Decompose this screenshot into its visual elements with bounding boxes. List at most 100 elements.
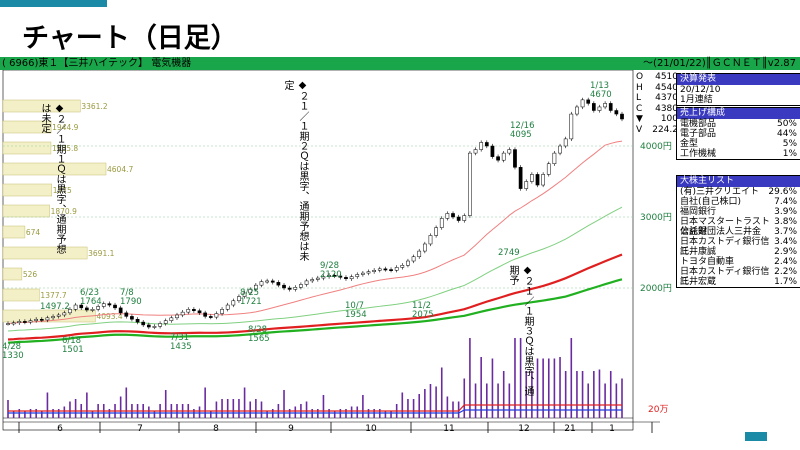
candle-body	[39, 318, 44, 321]
candle-body	[259, 281, 264, 286]
candle-layer	[6, 97, 624, 330]
candle-body	[6, 323, 10, 325]
candle-body	[321, 276, 326, 279]
ohlc-high: H 4540	[636, 82, 678, 93]
candle-body	[107, 303, 112, 306]
candle-body	[90, 309, 95, 311]
candle-body	[361, 272, 365, 275]
candle-body	[237, 296, 241, 302]
candle-body	[451, 213, 455, 218]
candle-body	[68, 309, 72, 314]
month-label: 7	[137, 424, 143, 434]
candle-body	[383, 268, 388, 271]
holder-row: 日本カストディ銀行信託 2.2%	[680, 267, 797, 287]
sales-row: 電機部品 50%	[680, 119, 797, 129]
candle-body	[591, 103, 596, 111]
slide-title: チャート（日足）	[22, 23, 238, 54]
ohlc-close: C 4380	[636, 103, 678, 114]
candle-body	[546, 163, 551, 175]
candle-body	[180, 311, 185, 316]
candle-body	[175, 314, 179, 319]
sales-row: 電子部品 44%	[680, 129, 797, 139]
candle-body	[220, 309, 224, 314]
earnings-date: 20/12/10	[680, 85, 721, 95]
candle-body	[73, 304, 78, 310]
sales-row: 金型 5%	[680, 139, 797, 149]
volume-profile-bar	[2, 99, 81, 113]
sales-row: 工作機械 1%	[680, 149, 797, 159]
holder-row: トヨタ自動車 2.4%	[680, 257, 797, 267]
candle-body	[287, 287, 292, 290]
candle-body	[389, 269, 393, 271]
volume-tick-label: 20万	[648, 405, 668, 415]
price-label-value: 1764	[80, 297, 102, 307]
candle-body	[428, 235, 433, 245]
candle-body	[501, 152, 506, 161]
candle-body	[394, 267, 399, 271]
price-label-value: 1497.2	[40, 302, 70, 312]
candle-body	[406, 260, 410, 266]
holder-row: 三井宏蔵 1.7%	[680, 277, 797, 287]
candle-body	[101, 303, 106, 307]
candle-body	[468, 152, 472, 216]
candle-body	[130, 316, 134, 320]
y-tick-label: 2000円	[640, 283, 672, 294]
candle-body	[597, 106, 602, 111]
candle-body	[293, 287, 298, 290]
candle-body	[484, 142, 489, 147]
price-label-value: 2120	[320, 270, 342, 280]
price-label-value: 1790	[120, 297, 142, 307]
candle-body	[327, 274, 331, 277]
volume-profile-label: 1377.7	[40, 291, 66, 300]
month-label: 9	[288, 424, 294, 434]
month-label: 6	[57, 424, 63, 434]
candle-body	[276, 282, 281, 286]
volume-profile-bar	[2, 225, 26, 239]
volume-profile-bar	[2, 246, 88, 260]
sales-header: 売上げ構成	[677, 108, 800, 119]
volume-profile-label: 3691.1	[88, 249, 114, 258]
price-label-date: 8/28	[248, 325, 267, 335]
candle-body	[620, 113, 624, 120]
moving-average-layer	[7, 140, 623, 344]
volume-profile-bar	[2, 141, 52, 155]
candle-body	[541, 174, 545, 186]
candle-body	[34, 318, 39, 321]
candle-body	[96, 306, 100, 310]
candle-body	[56, 314, 61, 317]
candle-body	[524, 181, 529, 189]
candle-body	[135, 318, 140, 323]
candle-body	[214, 313, 219, 318]
annotation-q2: ◆２１／１期２Ｑは黒字、通期予想は未定	[282, 80, 308, 261]
volume-profile-label: 1975	[53, 186, 72, 195]
price-label-value: 4670	[590, 90, 612, 100]
candle-body	[445, 213, 450, 219]
volume-profile-label: 674	[26, 228, 41, 237]
price-label-date: 8/25	[240, 288, 259, 298]
top-accent-bar	[0, 0, 107, 7]
price-label-date: 7/8	[120, 288, 134, 298]
candle-body	[169, 317, 174, 321]
month-label: 12	[518, 424, 529, 434]
holder-row: 日本カストディ銀行信託 3.4%	[680, 237, 797, 257]
candle-body	[51, 316, 55, 319]
candle-body	[530, 174, 534, 182]
candle-body	[586, 99, 591, 104]
candle-body	[270, 280, 275, 283]
chart-header-bar: ( 6966)東１【三井ハイテック】 電気機器 〜(21/01/22)║ＧＣＮＥ…	[0, 57, 800, 70]
candle-body	[85, 307, 89, 311]
candle-body	[28, 320, 33, 323]
candle-body	[355, 274, 360, 277]
candle-body	[299, 284, 303, 288]
candle-body	[535, 174, 540, 186]
month-label: 8	[213, 424, 219, 434]
ma-longest-line	[7, 278, 623, 344]
candle-body	[197, 310, 202, 314]
candle-body	[411, 256, 416, 262]
candle-body	[124, 312, 129, 317]
candle-body	[146, 324, 151, 328]
candle-body	[400, 265, 405, 268]
candle-body	[338, 275, 343, 278]
holders-header: 大株主リスト	[677, 176, 800, 187]
candle-body	[552, 152, 557, 164]
